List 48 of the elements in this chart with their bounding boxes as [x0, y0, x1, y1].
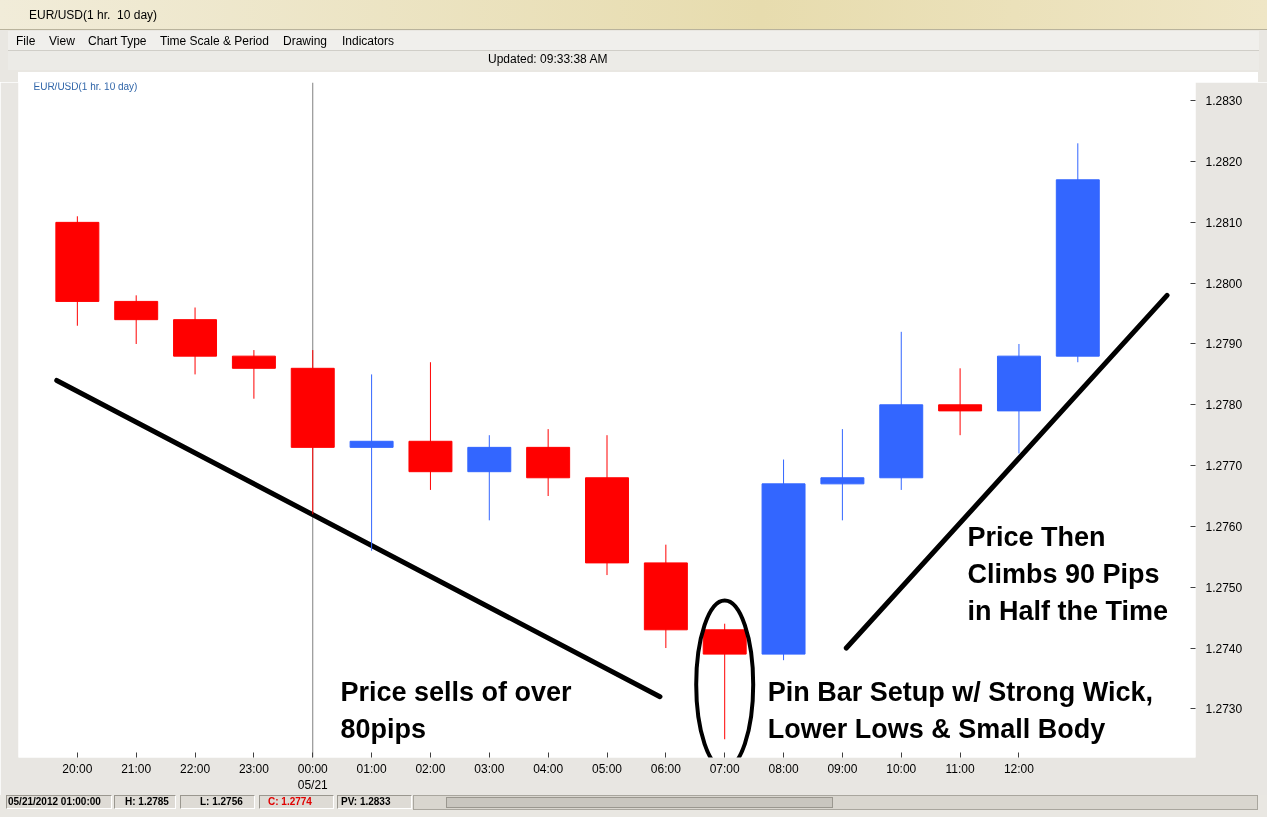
x-tick-label: 06:00	[650, 761, 682, 776]
text: L: 1.2756	[200, 796, 243, 808]
x-tick-label: 12:00	[1003, 761, 1035, 776]
text: Updated: 09:33:38 AM	[488, 52, 608, 66]
candlestick	[820, 428, 865, 521]
x-tick-label: 22:00	[180, 761, 211, 776]
x-tick-label: 11:00	[945, 761, 975, 776]
text: View	[49, 34, 75, 48]
x-tick-label: 09:00	[827, 761, 858, 776]
text: H: 1.2785	[125, 796, 169, 808]
text: EUR/USD(1 hr. 10 day)	[29, 8, 158, 22]
y-tick-label: 1.2800	[1205, 276, 1243, 291]
y-tick-label: 1.2780	[1205, 398, 1243, 413]
annotation: Price Then Climbs 90 Pips in Half the Time	[967, 521, 1169, 626]
text: Chart Type	[88, 34, 147, 48]
x-tick-label: 03:00	[474, 761, 505, 776]
x-tick-label: 02:00	[415, 761, 446, 776]
x-tick-label: 05:00	[591, 761, 623, 776]
x-tick-label: 04:00	[533, 761, 564, 776]
y-tick-label: 1.2750	[1205, 580, 1243, 595]
x-tick-label: 10:00	[886, 761, 917, 776]
x-tick-label: 01:00	[356, 761, 387, 776]
text: C: 1.2774	[268, 796, 312, 808]
x-tick-label: 08:00	[768, 761, 799, 776]
y-tick-label: 1.2770	[1205, 459, 1243, 474]
annotation: Pin Bar Setup w/ Strong Wick, Lower Lows & Small Body	[767, 676, 1154, 744]
text: Time Scale & Period	[160, 34, 269, 48]
text: 05/21/2012 01:00:00	[8, 796, 101, 808]
x-tick-label: 20:00	[62, 761, 93, 776]
candlestick	[349, 373, 394, 552]
text: Indicators	[342, 34, 395, 48]
y-tick-label: 1.2760	[1205, 519, 1243, 534]
text: Drawing	[283, 34, 328, 48]
text: File	[16, 34, 36, 48]
y-tick-label: 1.2740	[1205, 641, 1243, 656]
y-tick-label: 1.2730	[1205, 702, 1243, 717]
x-tick-label: 21:00	[121, 761, 152, 776]
candlestick	[938, 367, 983, 436]
x-tick-label: 00:00 05/21	[297, 761, 329, 793]
x-tick-label: 23:00	[238, 761, 270, 776]
y-tick-label: 1.2810	[1205, 215, 1243, 230]
y-tick-label: 1.2820	[1205, 155, 1243, 170]
y-tick-label: 1.2790	[1205, 337, 1243, 352]
text: PV: 1.2833	[341, 796, 391, 808]
annotation: Price sells of over 80pips	[340, 676, 573, 744]
y-tick-label: 1.2830	[1205, 94, 1243, 109]
chart-title: EUR/USD(1 hr. 10 day)	[33, 80, 138, 92]
x-tick-label: 07:00	[709, 761, 741, 776]
